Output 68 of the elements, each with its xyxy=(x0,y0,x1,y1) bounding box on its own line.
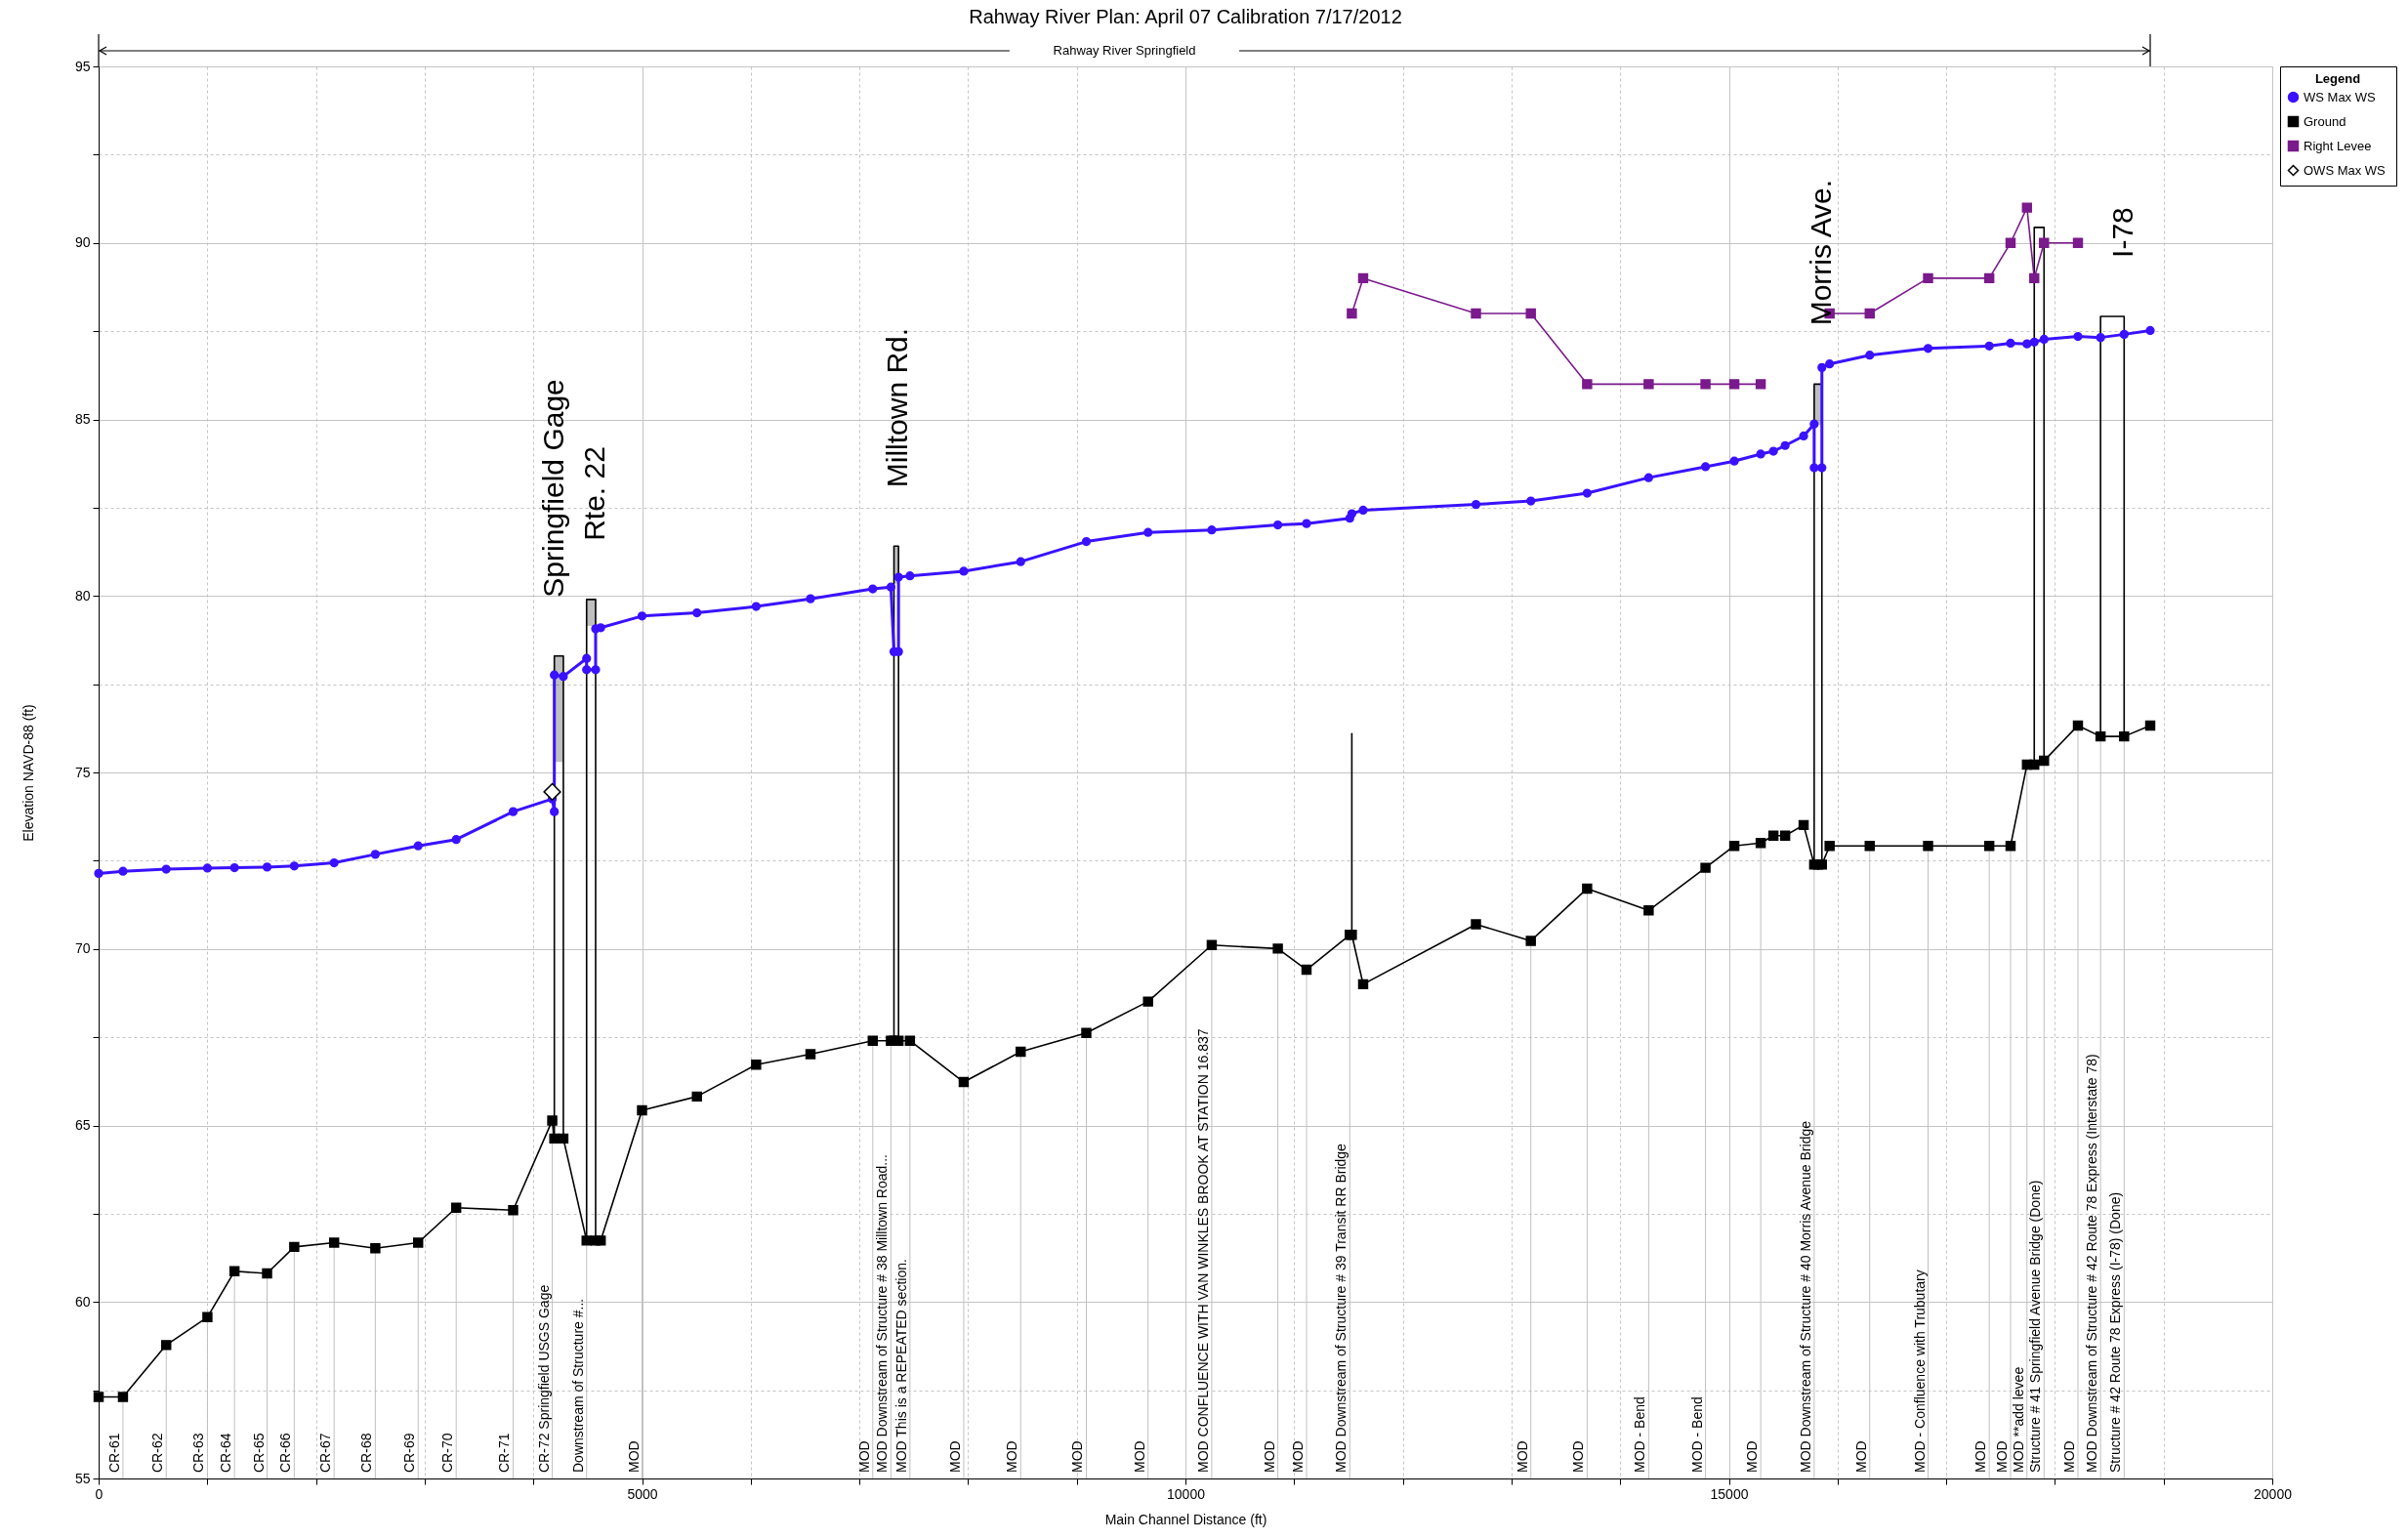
ref-line-label: MOD xyxy=(1131,1440,1147,1473)
y-tick-label: 90 xyxy=(74,234,91,251)
y-tick-label: 75 xyxy=(74,764,91,780)
y-axis-title: Elevation NAVD-88 (ft) xyxy=(20,704,36,842)
chart-title: Rahway River Plan: April 07 Calibration 7/17/2012 xyxy=(969,6,1402,28)
annotation: Morris Ave. xyxy=(1804,179,1837,326)
x-tick-label: 15000 xyxy=(1710,1485,1749,1502)
ref-line-label: MOD xyxy=(1069,1440,1086,1473)
ref-line-label: MOD xyxy=(1004,1440,1020,1473)
ref-line-label: MOD - Bend xyxy=(1688,1396,1705,1473)
y-tick-label: 85 xyxy=(74,411,91,427)
ref-line-label: MOD - Confluence with Trubutary xyxy=(1911,1269,1928,1473)
ref-line-label: MOD xyxy=(625,1440,642,1473)
legend-label: Ground xyxy=(2304,113,2346,129)
text: Rahway River Springfield xyxy=(1053,43,1196,58)
ref-line-label: MOD Downstream of Structure # 42 Route 78 Express (Interstate 78) xyxy=(2084,1054,2100,1473)
ref-line-label: CR-67 xyxy=(317,1433,334,1473)
ref-line-label: MOD xyxy=(1972,1440,1989,1473)
ref-line-label: MOD xyxy=(1852,1440,1869,1473)
ref-line-label: CR-64 xyxy=(218,1433,234,1473)
annotation: Springfield Gage xyxy=(536,379,569,598)
legend-title: Legend xyxy=(2314,71,2361,86)
ref-line-label: CR-69 xyxy=(401,1433,418,1473)
ref-line-label: CR-63 xyxy=(190,1433,207,1473)
ref-line-label: MOD xyxy=(2061,1440,2077,1473)
ref-line-label: MOD This is a REPEATED section. xyxy=(893,1259,909,1473)
ref-line-label: MOD xyxy=(946,1440,963,1473)
ref-line-label: MOD xyxy=(855,1440,872,1473)
ref-line-label: MOD - Bend xyxy=(1632,1396,1648,1473)
ref-line-label: MOD xyxy=(1261,1440,1277,1473)
legend-label: Right Levee xyxy=(2304,138,2372,153)
x-tick-label: 20000 xyxy=(2254,1485,2293,1502)
ref-line-label: CR-61 xyxy=(105,1433,122,1473)
ref-line-label: CR-71 xyxy=(496,1433,513,1473)
ref-line-label: Structure # 42 Route 78 Express (I-78) (Done) xyxy=(2107,1191,2124,1473)
ref-line-label: MOD Downstream of Structure # 40 Morris Avenue Bridge xyxy=(1797,1120,1813,1473)
ref-line-label: MOD **add levee xyxy=(2010,1366,2026,1473)
y-tick-label: 55 xyxy=(74,1470,91,1486)
y-tick-label: 80 xyxy=(74,587,91,604)
x-tick-label: 0 xyxy=(95,1485,104,1502)
ref-line-label: MOD xyxy=(1993,1440,2010,1473)
ref-line-label: MOD Downstream of Structure # 39 Transit RR Bridge xyxy=(1333,1143,1349,1473)
y-tick-label: 65 xyxy=(74,1117,91,1133)
ref-line-label: CR-68 xyxy=(358,1433,375,1473)
ref-line-label: Downstream of Structure #... xyxy=(569,1298,586,1473)
x-tick-label: 10000 xyxy=(1167,1485,1206,1502)
legend-label: WS Max WS xyxy=(2304,89,2376,104)
x-tick-label: 5000 xyxy=(627,1485,658,1502)
annotation: Milltown Rd. xyxy=(881,327,914,488)
x-axis-title: Main Channel Distance (ft) xyxy=(1104,1511,1267,1527)
y-tick-label: 70 xyxy=(74,940,91,957)
ref-line-label: MOD Downstream of Structure # 38 Milltown Road... xyxy=(874,1153,891,1473)
ref-line-label: CR-66 xyxy=(277,1433,294,1473)
y-tick-label: 60 xyxy=(74,1293,91,1310)
ref-line-label: CR-72 Springfield USGS Gage xyxy=(535,1284,552,1473)
ref-line-label: MOD xyxy=(1744,1440,1761,1473)
ref-line-label: CR-70 xyxy=(439,1433,456,1473)
ref-line-label: MOD xyxy=(1289,1440,1306,1473)
annotation: Rte. 22 xyxy=(577,446,610,541)
ref-line-label: MOD xyxy=(1514,1440,1530,1473)
ref-line-label: MOD xyxy=(1570,1440,1587,1473)
y-tick-label: 95 xyxy=(74,58,91,74)
ref-line-label: MOD CONFLUENCE WITH VAN WINKLES BROOK AT STATION 16.837 xyxy=(1194,1028,1211,1473)
ref-line-label: Structure # 41 Springfield Avenue Bridge (Done) xyxy=(2027,1180,2044,1473)
ref-line-label: CR-62 xyxy=(149,1433,166,1473)
ref-line-label: CR-65 xyxy=(250,1433,267,1473)
annotation: I-78 xyxy=(2106,207,2139,258)
legend-label: OWS Max WS xyxy=(2304,162,2387,178)
